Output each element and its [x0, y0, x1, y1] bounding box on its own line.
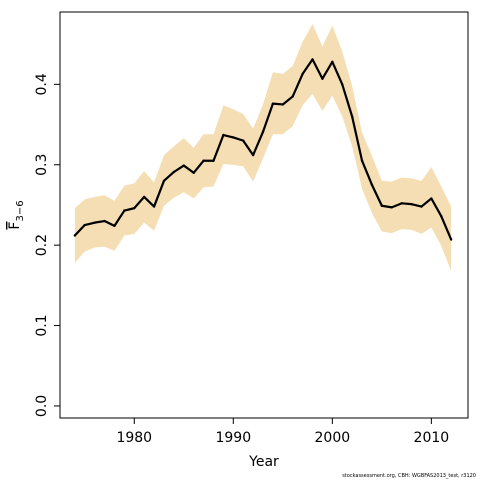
- data-point: [321, 77, 324, 80]
- data-point: [271, 102, 275, 105]
- data-point: [341, 83, 344, 86]
- data-point: [301, 72, 304, 76]
- data-point: [370, 183, 374, 187]
- plot-frame: [59, 11, 469, 419]
- data-point: [123, 209, 126, 212]
- data-point: [360, 159, 364, 162]
- data-point: [212, 159, 215, 162]
- data-point: [440, 215, 443, 218]
- data-point: [251, 153, 255, 157]
- footer-note: stockassessment.org, CBH: WGBFAS2013_tes…: [342, 473, 476, 479]
- x-tick-label: 1990: [215, 430, 251, 446]
- data-point: [202, 159, 205, 162]
- data-point: [152, 205, 156, 208]
- data-point: [83, 223, 86, 227]
- y-tick-label: 0.1: [34, 314, 50, 336]
- data-point: [311, 58, 314, 61]
- data-point: [420, 205, 423, 208]
- x-tick-label: 2000: [315, 430, 351, 446]
- y-tick-label: 0.2: [34, 234, 50, 256]
- svg-text:F3−6: F3−6: [7, 200, 26, 229]
- data-point: [350, 115, 354, 118]
- y-axis-title-subscript: 3−6: [15, 200, 26, 221]
- data-point: [172, 170, 176, 174]
- data-point: [410, 202, 413, 206]
- y-axis-title-main: F: [7, 222, 23, 230]
- data-point: [73, 234, 77, 237]
- data-point: [142, 195, 146, 199]
- y-axis-title: F3−6: [7, 200, 26, 229]
- confidence-band: [74, 24, 452, 271]
- data-point: [222, 133, 225, 137]
- data-point: [242, 139, 245, 142]
- data-point: [400, 202, 403, 205]
- data-point: [380, 204, 384, 207]
- data-point: [449, 238, 453, 241]
- data-point: [162, 179, 166, 183]
- plot-area: [73, 24, 453, 271]
- y-tick-label: 0.0: [34, 395, 50, 417]
- data-point: [261, 130, 265, 133]
- x-axis-title: Year: [248, 454, 279, 470]
- data-point: [390, 206, 393, 209]
- data-point: [232, 136, 235, 139]
- data-point: [192, 171, 195, 174]
- data-point: [133, 206, 136, 210]
- data-point: [182, 164, 185, 167]
- data-point: [113, 224, 116, 228]
- y-tick-label: 0.3: [34, 154, 50, 176]
- x-tick-label: 2010: [414, 430, 450, 446]
- x-tick-label: 1980: [116, 430, 152, 446]
- data-point: [291, 95, 294, 98]
- y-axis: 0.0 0.1 0.2 0.3 0.4: [34, 73, 60, 417]
- data-point: [430, 197, 433, 200]
- data-point: [281, 103, 285, 106]
- data-point: [93, 221, 96, 224]
- y-tick-label: 0.4: [34, 73, 50, 95]
- data-point: [331, 60, 334, 64]
- x-axis: 1980 1990 2000 2010: [116, 418, 449, 446]
- data-point: [103, 219, 106, 223]
